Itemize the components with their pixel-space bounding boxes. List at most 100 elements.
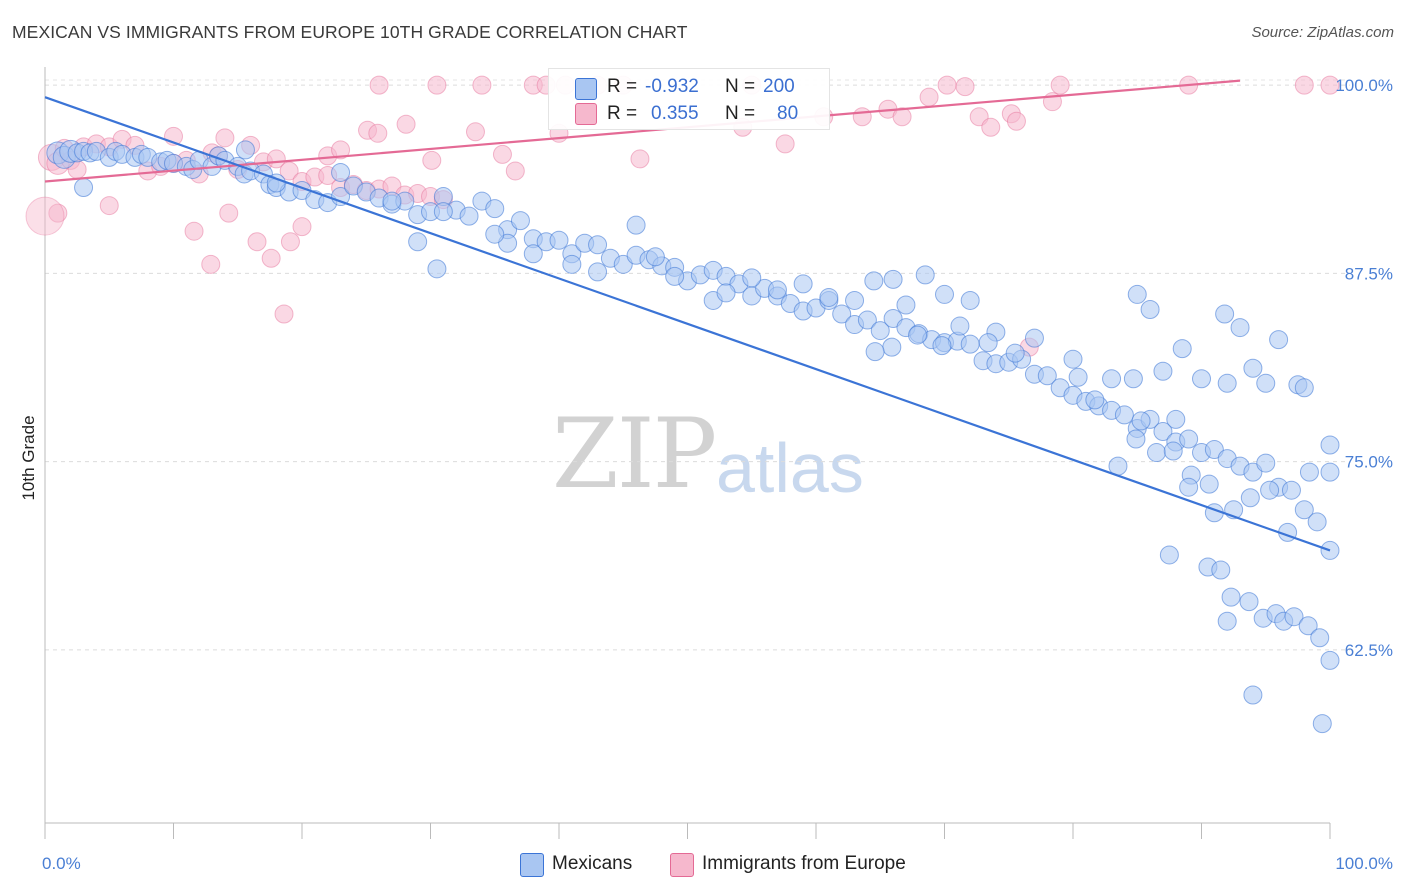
legend-swatch-pink: [575, 103, 597, 125]
immigrants-point: [274, 304, 294, 324]
axes: [44, 67, 1331, 839]
legend-row-mexicans: R = -0.932 N = 200: [549, 74, 829, 102]
mexicans-point: [1243, 462, 1263, 482]
mexicans-point: [613, 254, 633, 274]
mexicans-point: [562, 254, 582, 274]
mexicans-point: [1179, 429, 1199, 449]
mexicans-point: [908, 325, 928, 345]
legend-n-value: 80: [777, 103, 799, 124]
mexicans-point: [767, 280, 787, 300]
immigrants-point: [184, 221, 204, 241]
series-mexicans-points: [46, 139, 1340, 734]
mexicans-point: [883, 269, 903, 289]
mexicans-point: [235, 140, 255, 160]
mexicans-point: [1284, 607, 1304, 627]
mexicans-point: [1211, 560, 1231, 580]
x-tick-label: 0.0%: [42, 854, 81, 873]
mexicans-point: [1085, 390, 1105, 410]
y-axis-title: 10th Grade: [19, 415, 38, 500]
mexicans-point: [1256, 373, 1276, 393]
immigrants-point: [331, 140, 351, 160]
mexicans-point: [1294, 378, 1314, 398]
watermark-atlas: atlas: [716, 429, 864, 507]
mexicans-point: [1204, 440, 1224, 460]
mexicans-point: [883, 309, 903, 329]
legend-r-value: 0.355: [651, 103, 699, 124]
mexicans-point: [1221, 587, 1241, 607]
mexicans-point: [1320, 462, 1340, 482]
mexicans-point: [935, 284, 954, 304]
immigrants-point: [368, 123, 388, 143]
mexicans-point: [1140, 299, 1160, 319]
mexicans-point: [882, 337, 902, 357]
immigrants-point: [505, 161, 525, 181]
mexicans-point: [433, 202, 453, 222]
mexicans-point: [978, 333, 998, 353]
y-tick-label: 100.0%: [1335, 76, 1393, 95]
legend-n-label: N =: [725, 103, 756, 124]
mexicans-point: [819, 287, 839, 307]
immigrants-point: [892, 107, 912, 127]
immigrants-point: [981, 117, 1001, 137]
mexicans-point: [832, 304, 852, 324]
mexicans-point: [896, 295, 916, 315]
immigrants-point: [427, 75, 447, 95]
mexicans-point: [1127, 284, 1147, 304]
immigrants-point: [775, 134, 795, 154]
mexicans-point: [1199, 474, 1219, 494]
trend-lines: [44, 79, 1331, 552]
mexicans-point: [427, 259, 447, 279]
mexicans-point: [865, 342, 885, 362]
immigrants-point: [219, 203, 239, 223]
legend-r-label: R =: [607, 76, 638, 97]
mexicans-point: [485, 224, 505, 244]
immigrants-point: [247, 232, 267, 252]
mexicans-point: [932, 336, 952, 356]
mexicans-point: [716, 283, 736, 303]
legend-swatch-pink: [670, 853, 694, 877]
mexicans-point: [742, 268, 762, 288]
legend-r-value: -0.932: [645, 76, 699, 97]
mexicans-point: [1037, 366, 1057, 386]
immigrants-point: [492, 144, 512, 164]
mexicans-point: [793, 274, 813, 294]
mexicans-point: [665, 266, 685, 286]
mexicans-point: [1068, 367, 1088, 387]
mexicans-point: [870, 321, 890, 341]
watermark-zip: ZIP: [552, 398, 717, 510]
mexicans-point: [485, 199, 505, 219]
mexicans-point: [960, 334, 980, 354]
mexicans-point: [331, 162, 351, 182]
mexicans-point: [74, 178, 94, 198]
mexicans-point: [408, 232, 428, 252]
y-tick-label: 62.5%: [1345, 641, 1393, 660]
mexicans-point: [498, 233, 518, 253]
mexicans-point: [1240, 488, 1260, 508]
immigrants-point: [852, 107, 872, 127]
mexicans-point: [331, 187, 351, 207]
immigrants-point: [261, 248, 281, 268]
mexicans-point: [523, 244, 543, 264]
legend-label-immigrants: Immigrants from Europe: [702, 853, 906, 874]
mexicans-point: [1131, 411, 1151, 431]
mexicans-point: [645, 247, 665, 267]
mexicans-point: [864, 271, 884, 291]
mexicans-point: [1230, 318, 1250, 338]
mexicans-point: [1114, 405, 1134, 425]
mexicans-point: [1192, 369, 1211, 389]
stats-legend: R = -0.932 N = 200 R = 0.355 N = 80: [548, 68, 830, 130]
mexicans-point: [1172, 339, 1192, 359]
mexicans-point: [459, 206, 479, 226]
mexicans-point: [1294, 500, 1314, 520]
mexicans-point: [382, 191, 402, 211]
mexicans-point: [1243, 685, 1263, 705]
mexicans-point: [626, 215, 646, 235]
mexicans-point: [1256, 453, 1276, 473]
legend-swatch-blue: [575, 78, 597, 100]
immigrants-point: [201, 254, 221, 274]
mexicans-trend-line: [44, 96, 1331, 552]
mexicans-point: [960, 290, 980, 310]
mexicans-point: [1179, 477, 1199, 497]
mexicans-point: [1217, 373, 1237, 393]
